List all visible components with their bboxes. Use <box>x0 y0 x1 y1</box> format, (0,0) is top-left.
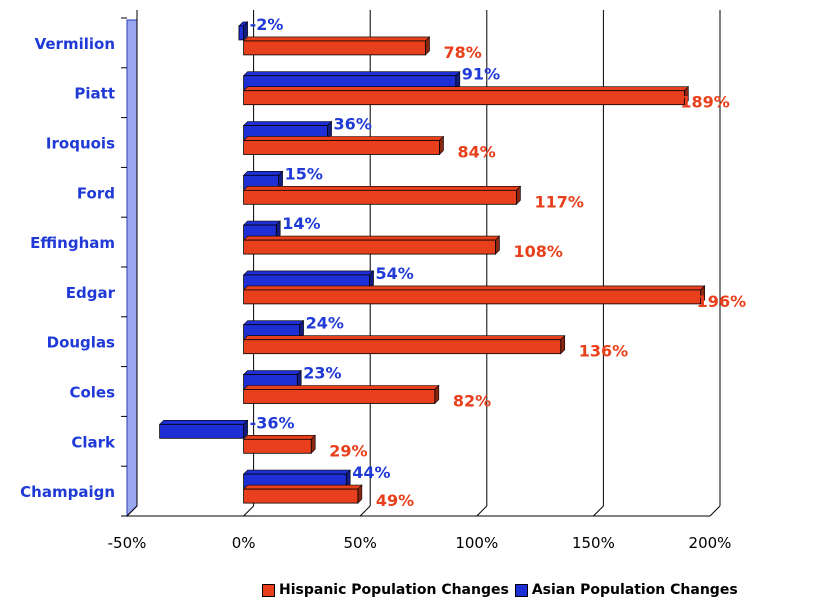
legend-item-hispanic: Hispanic Population Changes <box>262 582 509 598</box>
data-label-hispanic-0: 78% <box>443 43 481 62</box>
bar-hispanic-8-top <box>242 434 316 440</box>
category-label-8: Clark <box>71 433 116 451</box>
legend-swatch-hispanic <box>262 583 275 597</box>
bar-asian-0 <box>238 25 245 41</box>
bar-hispanic-9-top <box>242 484 363 490</box>
category-label-0: Vermilion <box>35 35 115 53</box>
data-label-asian-8: -36% <box>250 413 295 432</box>
legend-item-asian: Asian Population Changes <box>514 582 738 598</box>
data-label-asian-1: 91% <box>462 65 500 84</box>
bar-hispanic-7-top <box>242 385 440 390</box>
bar-hispanic-2 <box>243 140 440 155</box>
gridline-foot-2 <box>359 505 371 517</box>
x-tick-label-0: -50% <box>108 534 147 552</box>
x-tick-label-5: 200% <box>689 534 732 552</box>
bar-asian-2-top <box>242 121 333 126</box>
category-label-3: Ford <box>77 184 115 202</box>
bar-hispanic-3 <box>243 189 517 205</box>
gridline-foot-4 <box>593 505 604 517</box>
gridline-foot-3 <box>476 505 488 517</box>
legend-label-asian: Asian Population Changes <box>531 582 738 598</box>
gridline-foot-1 <box>243 505 254 517</box>
data-label-hispanic-7: 82% <box>453 392 491 411</box>
bar-asian-4-top <box>242 220 281 226</box>
x-tick-label-4: 150% <box>572 534 615 552</box>
chart-legend: Hispanic Population Changes Asian Popula… <box>262 582 744 598</box>
bar-asian-3-top <box>242 171 284 176</box>
bar-hispanic-7 <box>243 389 436 404</box>
gridline-foot-0 <box>126 505 138 517</box>
data-label-asian-7: 23% <box>303 364 341 383</box>
bar-asian-9-top <box>242 469 351 475</box>
data-label-hispanic-8: 29% <box>329 441 367 460</box>
bar-hispanic-5-top <box>242 285 706 291</box>
bar-hispanic-0-top <box>242 36 431 42</box>
category-label-7: Coles <box>69 384 115 402</box>
data-label-hispanic-4: 108% <box>513 242 562 261</box>
x-tick-label-1: 0% <box>232 534 256 552</box>
data-label-hispanic-5: 196% <box>697 292 746 311</box>
data-label-asian-0: -2% <box>250 15 284 34</box>
bar-asian-8 <box>159 423 244 439</box>
bar-hispanic-2-top <box>242 136 445 141</box>
bar-hispanic-5 <box>243 289 702 305</box>
data-label-hispanic-1: 189% <box>680 93 729 112</box>
category-label-9: Champaign <box>20 483 115 501</box>
bar-asian-6-top <box>242 320 305 326</box>
bar-hispanic-4-top <box>242 235 501 241</box>
category-label-2: Iroquois <box>46 135 115 153</box>
bar-hispanic-6-top <box>242 335 566 341</box>
bar-asian-5-top <box>242 270 375 276</box>
bar-asian-1-top <box>242 71 461 76</box>
category-label-1: Piatt <box>74 85 115 103</box>
category-label-6: Douglas <box>47 334 115 352</box>
bar-hispanic-1 <box>243 90 685 106</box>
data-label-asian-9: 44% <box>352 463 390 482</box>
bar-hispanic-6 <box>243 339 562 355</box>
data-label-hispanic-6: 136% <box>579 342 628 361</box>
x-tick-label-2: 50% <box>344 534 377 552</box>
bar-hispanic-0 <box>243 40 426 56</box>
legend-label-hispanic: Hispanic Population Changes <box>279 582 509 598</box>
data-label-hispanic-3: 117% <box>534 192 583 211</box>
data-label-asian-2: 36% <box>334 115 372 134</box>
left-wall <box>126 19 138 518</box>
bar-hispanic-1-top <box>242 86 690 91</box>
data-label-asian-4: 14% <box>282 214 320 233</box>
bar-hispanic-3-top <box>242 186 522 191</box>
data-label-asian-5: 54% <box>376 264 414 283</box>
data-label-asian-3: 15% <box>285 164 323 183</box>
data-label-hispanic-2: 84% <box>457 143 495 162</box>
population-change-chart: -50% 0% 50% 100% 150% 200% Vermilion -2% 78% Piat… <box>20 10 746 552</box>
data-label-asian-6: 24% <box>306 314 344 333</box>
bar-hispanic-9 <box>243 488 359 504</box>
bar-hispanic-4 <box>243 239 496 255</box>
category-label-4: Effingham <box>30 234 115 252</box>
legend-swatch-asian <box>514 583 528 597</box>
bar-asian-8-top <box>158 419 249 425</box>
x-tick-label-3: 100% <box>455 534 498 552</box>
category-label-5: Edgar <box>66 284 116 302</box>
data-label-hispanic-9: 49% <box>376 491 414 510</box>
gridline-foot-5 <box>709 505 721 517</box>
bar-hispanic-8 <box>243 438 312 454</box>
bar-asian-7-top <box>242 370 302 375</box>
